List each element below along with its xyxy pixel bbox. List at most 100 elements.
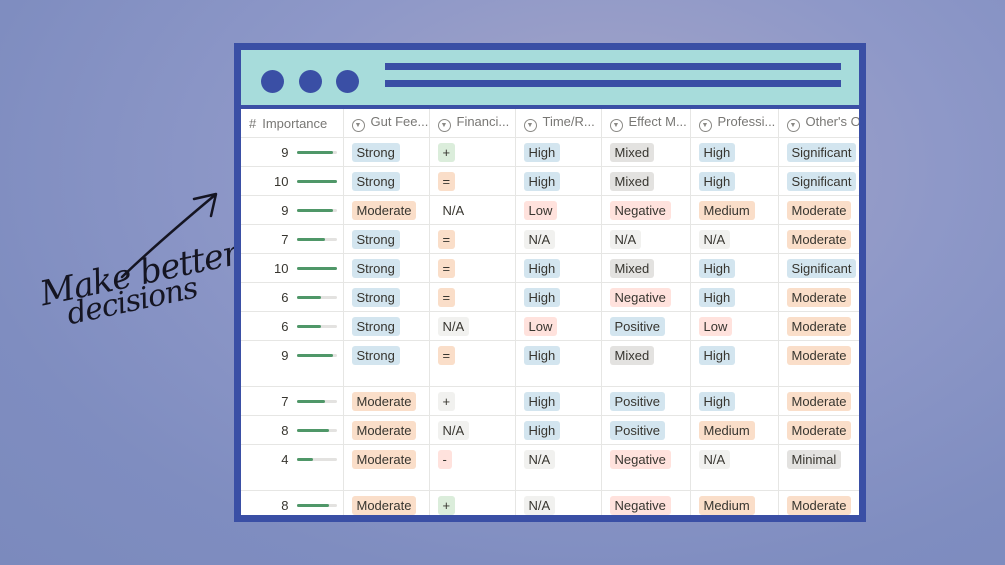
table-row[interactable]: 8 Moderate N/A High Positive Medium Moderate (241, 415, 859, 445)
financial-cell[interactable]: = (429, 166, 516, 196)
effect-mood-cell[interactable]: Mixed (601, 253, 691, 283)
table-row[interactable]: 6 Strong = High Negative High Moderate (241, 282, 859, 312)
others-opinion-cell[interactable]: Moderate (778, 415, 859, 445)
gut-feeling-cell[interactable]: Moderate (343, 195, 430, 225)
professional-cell[interactable]: High (690, 253, 779, 283)
gut-feeling-cell[interactable]: Strong (343, 253, 430, 283)
effect-mood-cell[interactable]: Positive (601, 311, 691, 341)
importance-cell[interactable]: 10 (241, 166, 344, 196)
financial-cell[interactable]: N/A (429, 415, 516, 445)
column-header[interactable]: ▼ Time/R... (515, 109, 602, 138)
effect-mood-cell[interactable]: Mixed (601, 340, 691, 387)
column-header[interactable]: ▼ Professi... (690, 109, 779, 138)
gut-feeling-cell[interactable]: Strong (343, 166, 430, 196)
effect-mood-cell[interactable]: Negative (601, 195, 691, 225)
time-resources-cell[interactable]: High (515, 386, 602, 416)
importance-cell[interactable]: 8 (241, 415, 344, 445)
professional-cell[interactable]: High (690, 386, 779, 416)
importance-cell[interactable]: 10 (241, 253, 344, 283)
financial-cell[interactable]: + (429, 137, 516, 167)
gut-feeling-cell[interactable]: Strong (343, 311, 430, 341)
column-header[interactable]: # Importance (241, 109, 344, 138)
others-opinion-cell[interactable]: Significant (778, 166, 859, 196)
table-row[interactable]: 4 Moderate - N/A Negative N/A Minimal (241, 444, 859, 491)
time-resources-cell[interactable]: N/A (515, 444, 602, 491)
others-opinion-cell[interactable]: Moderate (778, 195, 859, 225)
others-opinion-cell[interactable]: Moderate (778, 340, 859, 387)
financial-cell[interactable]: = (429, 253, 516, 283)
table-row[interactable]: 10 Strong = High Mixed High Significant (241, 253, 859, 283)
professional-cell[interactable]: High (690, 137, 779, 167)
financial-cell[interactable]: N/A (429, 311, 516, 341)
others-opinion-cell[interactable]: Minimal (778, 444, 859, 491)
importance-cell[interactable]: 7 (241, 224, 344, 254)
time-resources-cell[interactable]: High (515, 253, 602, 283)
gut-feeling-cell[interactable]: Moderate (343, 415, 430, 445)
table-row[interactable]: 7 Strong = N/A N/A N/A Moderate (241, 224, 859, 254)
importance-cell[interactable]: 9 (241, 137, 344, 167)
time-resources-cell[interactable]: High (515, 166, 602, 196)
gut-feeling-cell[interactable]: Moderate (343, 490, 430, 515)
financial-cell[interactable]: = (429, 282, 516, 312)
table-row[interactable]: 8 Moderate + N/A Negative Medium Moderate (241, 490, 859, 515)
table-row[interactable]: 9 Strong = High Mixed High Moderate (241, 340, 859, 387)
effect-mood-cell[interactable]: Negative (601, 444, 691, 491)
professional-cell[interactable]: High (690, 340, 779, 387)
gut-feeling-cell[interactable]: Strong (343, 340, 430, 387)
importance-cell[interactable]: 9 (241, 195, 344, 225)
time-resources-cell[interactable]: High (515, 282, 602, 312)
others-opinion-cell[interactable]: Moderate (778, 282, 859, 312)
window-control-dot[interactable] (261, 70, 284, 93)
gut-feeling-cell[interactable]: Strong (343, 282, 430, 312)
others-opinion-cell[interactable]: Moderate (778, 386, 859, 416)
gut-feeling-cell[interactable]: Strong (343, 137, 430, 167)
time-resources-cell[interactable]: High (515, 137, 602, 167)
others-opinion-cell[interactable]: Moderate (778, 224, 859, 254)
others-opinion-cell[interactable]: Moderate (778, 490, 859, 515)
financial-cell[interactable]: = (429, 340, 516, 387)
effect-mood-cell[interactable]: Mixed (601, 166, 691, 196)
effect-mood-cell[interactable]: Negative (601, 282, 691, 312)
gut-feeling-cell[interactable]: Strong (343, 224, 430, 254)
others-opinion-cell[interactable]: Significant (778, 253, 859, 283)
time-resources-cell[interactable]: N/A (515, 224, 602, 254)
importance-cell[interactable]: 9 (241, 340, 344, 387)
professional-cell[interactable]: N/A (690, 444, 779, 491)
effect-mood-cell[interactable]: Positive (601, 386, 691, 416)
effect-mood-cell[interactable]: N/A (601, 224, 691, 254)
professional-cell[interactable]: Medium (690, 490, 779, 515)
time-resources-cell[interactable]: Low (515, 311, 602, 341)
table-row[interactable]: 9 Moderate N/A Low Negative Medium Moderate (241, 195, 859, 225)
table-row[interactable]: 7 Moderate + High Positive High Moderate (241, 386, 859, 416)
table-row[interactable]: 10 Strong = High Mixed High Significant (241, 166, 859, 196)
financial-cell[interactable]: + (429, 490, 516, 515)
time-resources-cell[interactable]: N/A (515, 490, 602, 515)
table-row[interactable]: 6 Strong N/A Low Positive Low Moderate (241, 311, 859, 341)
professional-cell[interactable]: High (690, 166, 779, 196)
professional-cell[interactable]: Low (690, 311, 779, 341)
others-opinion-cell[interactable]: Moderate (778, 311, 859, 341)
time-resources-cell[interactable]: High (515, 415, 602, 445)
effect-mood-cell[interactable]: Negative (601, 490, 691, 515)
financial-cell[interactable]: N/A (429, 195, 516, 225)
financial-cell[interactable]: - (429, 444, 516, 491)
gut-feeling-cell[interactable]: Moderate (343, 444, 430, 491)
importance-cell[interactable]: 6 (241, 311, 344, 341)
financial-cell[interactable]: + (429, 386, 516, 416)
time-resources-cell[interactable]: Low (515, 195, 602, 225)
column-header[interactable]: ▼ Other's Op (778, 109, 859, 138)
column-header[interactable]: ▼ Financi... (429, 109, 516, 138)
time-resources-cell[interactable]: High (515, 340, 602, 387)
importance-cell[interactable]: 7 (241, 386, 344, 416)
importance-cell[interactable]: 4 (241, 444, 344, 491)
gut-feeling-cell[interactable]: Moderate (343, 386, 430, 416)
importance-cell[interactable]: 6 (241, 282, 344, 312)
effect-mood-cell[interactable]: Mixed (601, 137, 691, 167)
column-header[interactable]: ▼ Effect M... (601, 109, 691, 138)
others-opinion-cell[interactable]: Significant (778, 137, 859, 167)
column-header[interactable]: ▼ Gut Fee... (343, 109, 430, 138)
professional-cell[interactable]: N/A (690, 224, 779, 254)
window-control-dot[interactable] (336, 70, 359, 93)
financial-cell[interactable]: = (429, 224, 516, 254)
importance-cell[interactable]: 8 (241, 490, 344, 515)
